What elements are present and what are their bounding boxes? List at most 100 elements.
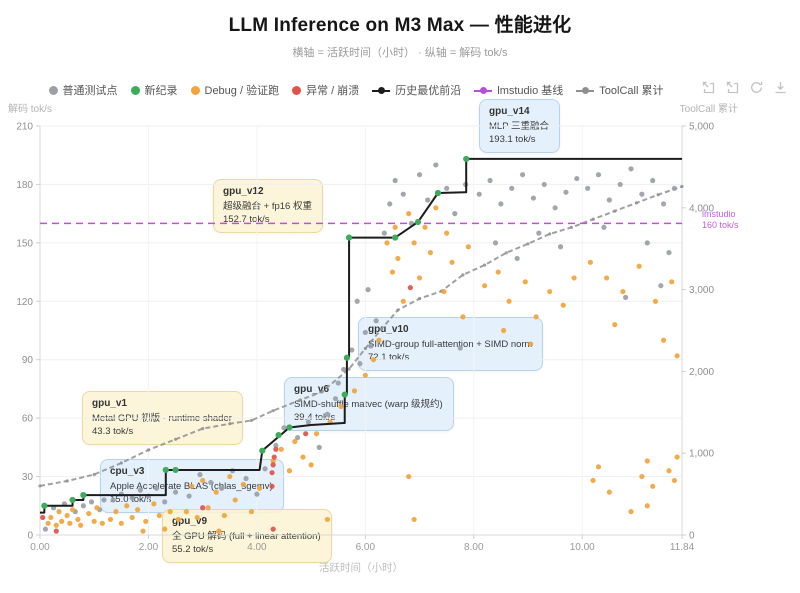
annotation-text: 全 GPU 解码 (full + linear attention) <box>172 530 321 542</box>
scatter-point-debug <box>606 489 612 495</box>
right-tick-label: 5,000 <box>689 122 714 133</box>
scatter-point-normal <box>574 175 580 182</box>
scatter-point-debug <box>644 458 650 464</box>
scatter-point-debug <box>143 518 149 524</box>
toolcall-point <box>347 367 351 371</box>
scatter-point-debug <box>351 388 358 394</box>
scatter-point-debug <box>392 224 398 230</box>
legend-marker <box>190 85 200 95</box>
scatter-point-debug <box>465 244 471 250</box>
scatter-point-debug <box>628 509 634 515</box>
scatter-point-debug <box>652 298 659 304</box>
scatter-point-normal <box>273 442 279 449</box>
save-image-icon[interactable] <box>773 80 788 95</box>
record-point <box>341 391 348 398</box>
zoom-restore-icon[interactable] <box>725 80 740 95</box>
x-tick-label: 4.00 <box>247 542 267 553</box>
annotation-text: gpu_v10 <box>368 324 409 335</box>
refresh-icon[interactable] <box>749 80 764 95</box>
scatter-point-normal <box>335 380 341 386</box>
scatter-point-normal <box>254 491 260 497</box>
legend-item-1[interactable]: 普通测试点 <box>48 82 118 98</box>
scatter-point-normal <box>509 185 515 191</box>
legend-item-2[interactable]: 新纪录 <box>130 82 178 98</box>
chart-header: LLM Inference on M3 Max — 性能进化 横轴 = 活跃时间… <box>0 10 800 60</box>
record-point <box>463 155 470 163</box>
scatter-point-debug <box>444 230 450 236</box>
scatter-point-crash <box>270 462 276 468</box>
record-point <box>286 424 293 431</box>
scatter-point-crash <box>40 514 46 521</box>
scatter-point-debug <box>140 528 146 534</box>
scatter-point-debug <box>78 522 84 528</box>
scatter-point-normal <box>658 283 664 289</box>
legend-item-5[interactable]: 历史最优前沿 <box>372 82 461 98</box>
toolcall-point <box>173 437 178 441</box>
legend-item-3[interactable]: Debug / 验证跑 <box>190 82 279 98</box>
scatter-point-normal <box>425 197 431 203</box>
scatter-point-debug <box>416 275 423 281</box>
scatter-point-debug <box>232 497 238 503</box>
scatter-point-normal <box>373 318 379 324</box>
record-point <box>259 447 266 454</box>
scatter-point-debug <box>422 224 428 230</box>
scatter-point-normal <box>219 485 225 491</box>
scatter-point-debug <box>612 322 618 328</box>
annotation-text: gpu_v14 <box>489 106 530 117</box>
scatter-point-debug <box>313 431 320 437</box>
scatter-point-normal <box>243 475 249 482</box>
scatter-point-debug <box>286 468 293 474</box>
scatter-point-debug <box>151 501 157 507</box>
scatter-point-normal <box>639 191 645 197</box>
record-point <box>162 466 169 474</box>
scatter-point-normal <box>129 495 135 501</box>
scatter-point-normal <box>606 197 612 203</box>
scatter-point-debug <box>227 473 233 480</box>
scatter-point-debug <box>495 269 501 275</box>
scatter-point-debug <box>674 353 680 359</box>
scatter-point-debug <box>113 509 119 515</box>
annotation-text: 43.3 tok/s <box>92 426 134 438</box>
scatter-point-normal <box>354 298 360 304</box>
scatter-point-normal <box>514 255 520 262</box>
scatter-point-debug <box>200 477 206 484</box>
scatter-point-debug <box>389 269 396 275</box>
left-tick-label: 210 <box>16 122 33 133</box>
legend-item-7[interactable]: ToolCall 累计 <box>576 82 663 98</box>
scatter-point-debug <box>533 314 539 320</box>
scatter-point-normal <box>666 249 672 256</box>
legend-item-6[interactable]: lmstudio 基线 <box>474 82 563 98</box>
scatter-point-debug <box>300 454 306 460</box>
scatter-point-debug <box>91 518 97 524</box>
scatter-point-debug <box>56 509 62 515</box>
record-point <box>41 502 48 509</box>
scatter-point-debug <box>441 288 447 295</box>
legend-marker <box>474 86 493 95</box>
left-tick-label: 90 <box>22 355 34 366</box>
scatter-point-normal <box>492 240 499 246</box>
scatter-point-debug <box>522 279 528 285</box>
scatter-point-debug <box>427 249 434 256</box>
scatter-point-debug <box>571 275 577 281</box>
legend-marker <box>130 85 140 95</box>
x-axis-title: 活跃时间（小时） <box>319 562 403 574</box>
scatter-point-debug <box>644 503 650 509</box>
scatter-point-debug <box>400 298 406 304</box>
scatter-point-normal <box>433 162 439 168</box>
scatter-point-normal <box>541 181 547 188</box>
x-tick-label: 11.84 <box>670 542 695 553</box>
toolcall-point <box>483 263 487 267</box>
record-point <box>434 189 442 197</box>
toolcall-point <box>119 461 123 465</box>
legend-marker <box>292 85 302 95</box>
chart-legend: 普通测试点 新纪录 Debug / 验证跑 异常 / 崩溃 历史最优前沿 lmstudio… <box>0 82 712 98</box>
record-point <box>343 354 351 361</box>
toolcall-point <box>591 217 595 221</box>
box-zoom-icon[interactable] <box>701 80 716 95</box>
scatter-point-normal <box>457 345 463 351</box>
page-title: LLM Inference on M3 Max — 性能进化 <box>228 15 572 36</box>
legend-item-4[interactable]: 异常 / 崩溃 <box>292 82 359 98</box>
scatter-point-crash <box>53 528 59 534</box>
legend-marker <box>48 85 58 95</box>
